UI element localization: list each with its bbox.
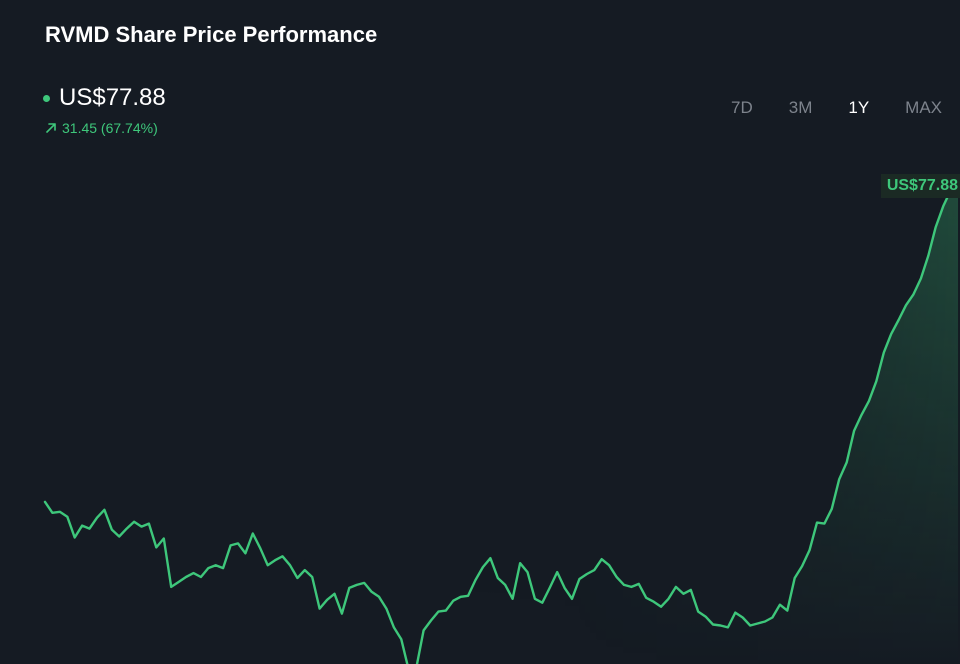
range-button-max[interactable]: MAX <box>905 98 942 117</box>
price-line <box>43 189 960 664</box>
chart-title: RVMD Share Price Performance <box>45 22 378 47</box>
price-change: 31.45 (67.74%) <box>45 120 158 136</box>
range-button-1y[interactable]: 1Y <box>848 98 870 117</box>
price-display: US$77.88 <box>43 84 166 112</box>
range-selector: 7D 3M 1Y MAX <box>695 98 942 118</box>
arrow-up-right-icon <box>46 123 56 133</box>
status-dot-icon <box>43 94 50 102</box>
price-area <box>45 190 958 664</box>
range-button-7d[interactable]: 7D <box>731 98 753 117</box>
current-price-label: US$77.88 <box>880 174 960 198</box>
current-price: US$77.88 <box>59 84 166 111</box>
range-button-3m[interactable]: 3M <box>788 98 813 117</box>
price-change-value: 31.45 (67.74%) <box>62 120 158 136</box>
